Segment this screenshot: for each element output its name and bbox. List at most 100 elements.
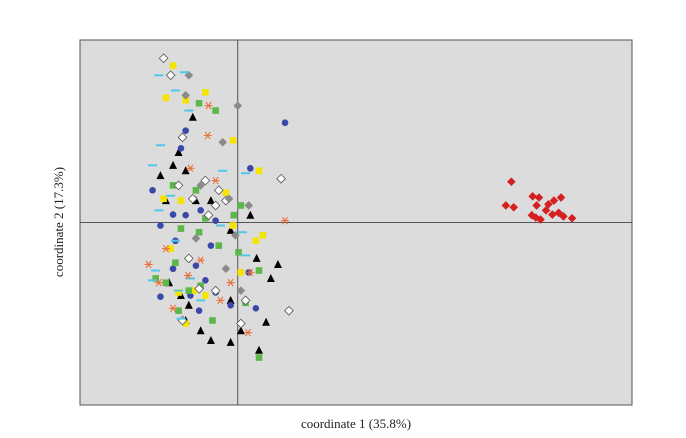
point [206,196,215,205]
point [244,201,254,210]
point [162,279,170,287]
point [229,222,237,229]
point [173,180,184,191]
point [144,260,153,269]
point [183,253,194,264]
point [196,256,205,265]
point [161,244,170,253]
point [240,295,251,306]
point [158,53,169,64]
point [202,292,209,299]
point [226,225,235,234]
point [233,101,243,110]
y-axis-label: coordinate 2 (17.3%) [51,167,66,277]
point [227,301,234,309]
point [255,167,263,175]
point [203,210,214,221]
point [210,285,221,296]
point [501,201,511,210]
point [536,215,545,224]
point [184,300,193,309]
point [175,307,182,315]
point [196,326,205,335]
point [175,289,182,296]
point [230,211,238,219]
point [231,230,240,240]
point [216,296,225,305]
point [229,137,237,144]
point [218,137,228,147]
point [252,253,261,262]
point [177,132,188,143]
point [157,222,164,229]
point [192,262,200,269]
point [541,206,551,215]
point [255,354,263,361]
point [202,214,209,222]
point [246,268,255,277]
point [169,160,178,169]
point [221,264,231,274]
point [186,164,195,173]
point [209,317,216,324]
point [226,278,235,287]
point [212,217,219,224]
point [184,70,194,80]
point [281,119,289,127]
point [177,144,185,152]
point [162,94,170,102]
point [243,328,252,337]
point [182,320,189,327]
point [236,286,246,295]
point [567,213,577,223]
point [149,186,156,194]
point [262,317,271,326]
point [226,295,235,304]
point [203,131,212,140]
point [202,276,209,284]
point [156,171,165,180]
point [226,337,235,346]
point [224,194,234,204]
point [281,216,290,225]
point [185,287,193,294]
point [549,196,559,205]
point [246,210,255,219]
point [559,212,568,221]
point [197,207,204,214]
point [255,267,263,274]
point [160,195,167,203]
point [527,210,537,220]
point [184,271,193,280]
point [182,211,189,219]
x-axis-label: coordinate 1 (35.8%) [301,416,411,431]
point [236,318,246,329]
point [252,304,260,312]
point [211,176,220,185]
point [556,193,566,202]
point [187,193,198,204]
point [252,237,260,245]
point [236,326,245,335]
point [182,96,189,104]
point [200,175,211,186]
point [528,192,537,201]
point [181,91,190,100]
point [191,234,201,243]
point [235,249,242,256]
point [188,112,197,121]
point [215,242,223,249]
point [152,275,160,282]
point [169,211,177,218]
point [196,181,205,190]
point [165,70,176,81]
point [167,245,174,252]
point [509,202,519,212]
point [190,287,197,294]
point [204,101,213,110]
point [169,182,177,189]
point [154,278,163,287]
point [169,62,177,69]
point [174,148,183,157]
